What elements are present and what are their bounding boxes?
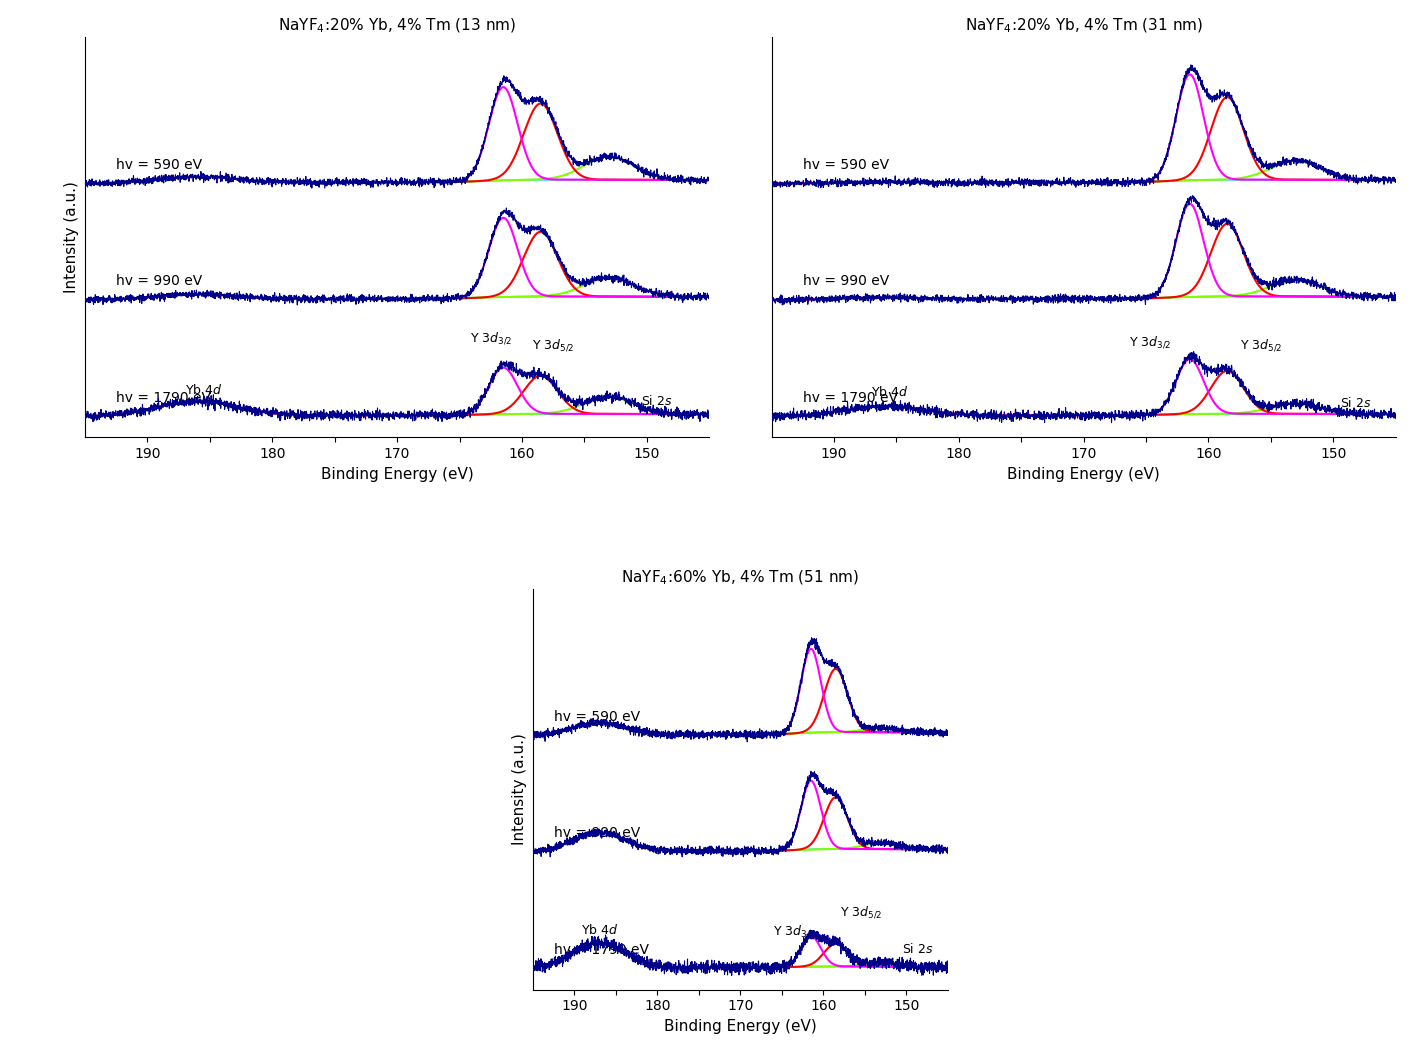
Text: hv = 1790 eV: hv = 1790 eV [554, 943, 649, 957]
Text: Y 3$d_{5/2}$: Y 3$d_{5/2}$ [840, 904, 883, 919]
Text: Y 3$d_{5/2}$: Y 3$d_{5/2}$ [1240, 337, 1282, 352]
Text: Y 3$d_{3/2}$: Y 3$d_{3/2}$ [469, 331, 512, 346]
Text: Yb 4$d$: Yb 4$d$ [581, 922, 618, 936]
Text: Si 2$s$: Si 2$s$ [1339, 396, 1372, 410]
X-axis label: Binding Energy (eV): Binding Energy (eV) [665, 1019, 816, 1034]
Text: Y 3$d_{3/2}$: Y 3$d_{3/2}$ [1129, 334, 1170, 349]
Text: Si 2$s$: Si 2$s$ [640, 394, 672, 408]
Title: NaYF$_4$:20% Yb, 4% Tm (31 nm): NaYF$_4$:20% Yb, 4% Tm (31 nm) [965, 17, 1203, 35]
Text: hv = 990 eV: hv = 990 eV [554, 827, 640, 841]
Text: hv = 1790 eV: hv = 1790 eV [116, 390, 211, 404]
Text: Yb 4$d$: Yb 4$d$ [871, 385, 908, 399]
Y-axis label: Intensity (a.u.): Intensity (a.u.) [64, 181, 79, 294]
Text: Y 3$d_{5/2}$: Y 3$d_{5/2}$ [531, 337, 574, 352]
Text: hv = 990 eV: hv = 990 eV [803, 275, 888, 288]
Text: hv = 590 eV: hv = 590 eV [554, 710, 640, 724]
X-axis label: Binding Energy (eV): Binding Energy (eV) [320, 467, 473, 482]
Text: Si 2$s$: Si 2$s$ [903, 942, 934, 955]
X-axis label: Binding Energy (eV): Binding Energy (eV) [1007, 467, 1161, 482]
Text: Y 3$d_{3/2}$: Y 3$d_{3/2}$ [774, 922, 815, 938]
Text: hv = 990 eV: hv = 990 eV [116, 275, 203, 288]
Text: hv = 590 eV: hv = 590 eV [803, 157, 888, 171]
Text: hv = 1790 eV: hv = 1790 eV [803, 390, 898, 404]
Title: NaYF$_4$:60% Yb, 4% Tm (51 nm): NaYF$_4$:60% Yb, 4% Tm (51 nm) [621, 569, 860, 587]
Text: hv = 590 eV: hv = 590 eV [116, 157, 203, 171]
Text: Yb 4$d$: Yb 4$d$ [184, 383, 222, 397]
Y-axis label: Intensity (a.u.): Intensity (a.u.) [513, 733, 527, 846]
Title: NaYF$_4$:20% Yb, 4% Tm (13 nm): NaYF$_4$:20% Yb, 4% Tm (13 nm) [278, 17, 516, 35]
